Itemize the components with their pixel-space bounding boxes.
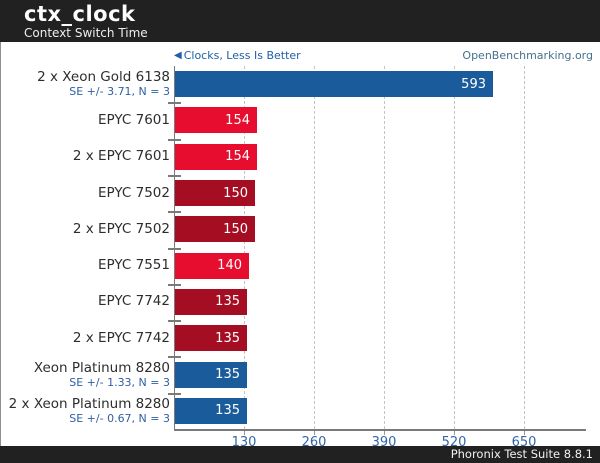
bar: 135 xyxy=(174,397,247,424)
bar-track: 135 xyxy=(174,393,586,429)
gridline xyxy=(314,66,315,429)
row-boundary-tick xyxy=(168,393,181,395)
cpu-label: EPYC 7502 xyxy=(98,184,170,201)
x-tick-mark xyxy=(314,431,315,435)
bar-value-label: 135 xyxy=(215,330,240,346)
row-label-group: 2 x EPYC 7601 xyxy=(1,149,174,164)
bar-row: 2 x Xeon Platinum 8280 SE +/- 0.67, N = 3… xyxy=(1,393,586,429)
bar-row: EPYC 7551 140 xyxy=(1,247,586,283)
page-title: ctx_clock xyxy=(24,2,136,26)
row-label-group: EPYC 7502 xyxy=(1,184,174,201)
row-label-group: 2 x Xeon Gold 6138 SE +/- 3.71, N = 3 xyxy=(1,69,174,99)
x-tick-mark xyxy=(384,431,385,435)
row-boundary-tick xyxy=(168,139,181,141)
less-is-better-label: Clocks, Less Is Better xyxy=(183,49,301,62)
bar-row: EPYC 7601 154 xyxy=(1,102,586,138)
bar-track: 154 xyxy=(174,139,586,175)
row-label-group: Xeon Platinum 8280 SE +/- 1.33, N = 3 xyxy=(1,359,174,389)
row-boundary-tick xyxy=(168,320,181,322)
bar-value-label: 150 xyxy=(223,185,248,201)
bar-row: EPYC 7502 150 xyxy=(1,175,586,211)
bar: 154 xyxy=(174,143,257,170)
row-boundary-tick xyxy=(168,356,181,358)
bar-value-label: 154 xyxy=(225,149,250,165)
bar-track: 150 xyxy=(174,211,586,247)
gridline-layer xyxy=(174,66,586,429)
bar-value-label: 135 xyxy=(215,294,240,310)
bar-track: 150 xyxy=(174,175,586,211)
bar-track: 154 xyxy=(174,102,586,138)
cpu-label: EPYC 7551 xyxy=(98,257,170,274)
openbenchmarking-link[interactable]: OpenBenchmarking.org xyxy=(462,49,593,62)
bar-row: EPYC 7742 135 xyxy=(1,284,586,320)
bar: 135 xyxy=(174,288,247,315)
bar-track: 135 xyxy=(174,284,586,320)
row-label-group: EPYC 7601 xyxy=(1,111,174,128)
bar-value-label: 593 xyxy=(461,76,486,92)
cpu-label: 2 x EPYC 7601 xyxy=(72,148,170,165)
row-label-group: EPYC 7742 xyxy=(1,294,174,309)
bar-track: 593 xyxy=(174,66,586,102)
bar: 135 xyxy=(174,361,247,388)
bar-row: Xeon Platinum 8280 SE +/- 1.33, N = 3 135 xyxy=(1,356,586,392)
bar: 140 xyxy=(174,252,249,279)
chart-area: ◀ Clocks, Less Is Better OpenBenchmarkin… xyxy=(0,42,600,450)
bar-track: 135 xyxy=(174,320,586,356)
bar-rows: 2 x Xeon Gold 6138 SE +/- 3.71, N = 3 593 E… xyxy=(1,66,586,429)
bar: 150 xyxy=(174,180,255,207)
cpu-label: 2 x EPYC 7502 xyxy=(72,220,170,237)
row-label-group: 2 x EPYC 7502 xyxy=(1,220,174,237)
cpu-label: EPYC 7601 xyxy=(98,111,170,128)
x-tick-mark xyxy=(454,431,455,435)
bar-row: 2 x Xeon Gold 6138 SE +/- 3.71, N = 3 593 xyxy=(1,66,586,102)
gridline xyxy=(384,66,385,429)
row-label-group: 2 x Xeon Platinum 8280 SE +/- 0.67, N = 3 xyxy=(1,395,174,425)
row-label-group: 2 x EPYC 7742 xyxy=(1,329,174,346)
x-axis-line xyxy=(174,429,586,431)
bar-track: 140 xyxy=(174,247,586,283)
row-boundary-tick xyxy=(168,248,181,250)
bar: 593 xyxy=(174,71,493,98)
less-is-better-note: ◀ Clocks, Less Is Better xyxy=(174,49,301,62)
row-boundary-tick xyxy=(168,211,181,213)
left-arrow-icon: ◀ xyxy=(174,49,182,61)
x-tick-mark xyxy=(524,431,525,435)
bar-value-label: 154 xyxy=(225,112,250,128)
bar: 154 xyxy=(174,107,257,134)
bar: 150 xyxy=(174,216,255,243)
bar-track: 135 xyxy=(174,356,586,392)
bar-row: 2 x EPYC 7502 150 xyxy=(1,211,586,247)
cpu-label: EPYC 7742 xyxy=(98,293,170,310)
row-label-group: EPYC 7551 xyxy=(1,258,174,273)
gridline xyxy=(524,66,525,429)
row-boundary-tick xyxy=(168,284,181,286)
cpu-label: 2 x Xeon Platinum 8280 xyxy=(8,395,170,412)
se-label: SE +/- 0.67, N = 3 xyxy=(69,411,170,425)
chart-footer: Phoronix Test Suite 8.8.1 xyxy=(0,446,600,463)
y-axis-line xyxy=(174,66,175,429)
chart-header: ctx_clock Context Switch Time xyxy=(0,0,600,42)
bar: 135 xyxy=(174,325,247,352)
cpu-label: 2 x Xeon Gold 6138 xyxy=(37,69,170,86)
x-tick-mark xyxy=(244,431,245,435)
bar-value-label: 140 xyxy=(217,258,242,274)
row-boundary-tick xyxy=(168,175,181,177)
row-boundary-tick xyxy=(168,102,181,104)
bar-value-label: 135 xyxy=(215,367,240,383)
phoronix-version-label: Phoronix Test Suite 8.8.1 xyxy=(450,447,593,461)
se-label: SE +/- 3.71, N = 3 xyxy=(69,85,170,99)
bar-value-label: 135 xyxy=(215,403,240,419)
gridline xyxy=(244,66,245,429)
se-label: SE +/- 1.33, N = 3 xyxy=(69,375,170,389)
bar-value-label: 150 xyxy=(223,221,248,237)
page-subtitle: Context Switch Time xyxy=(24,26,148,40)
bar-row: 2 x EPYC 7742 135 xyxy=(1,320,586,356)
bar-row: 2 x EPYC 7601 154 xyxy=(1,139,586,175)
gridline xyxy=(454,66,455,429)
cpu-label: Xeon Platinum 8280 xyxy=(33,359,170,376)
cpu-label: 2 x EPYC 7742 xyxy=(72,329,170,346)
